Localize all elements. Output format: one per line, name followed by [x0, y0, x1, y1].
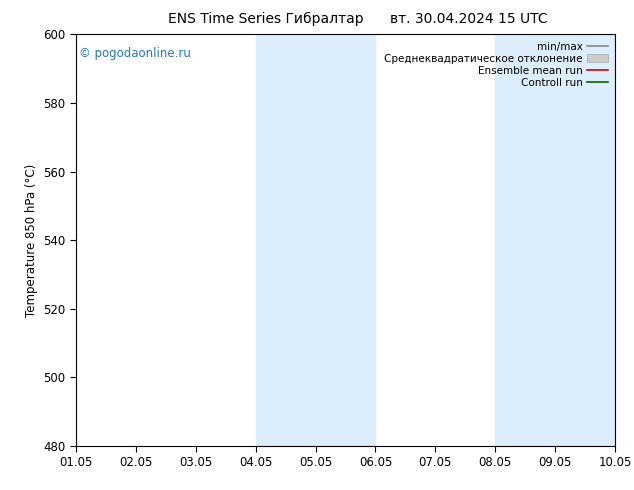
Text: © pogodaonline.ru: © pogodaonline.ru — [79, 47, 191, 60]
Text: ENS Time Series Гибралтар: ENS Time Series Гибралтар — [169, 12, 364, 26]
Bar — [256, 34, 375, 446]
Bar — [495, 34, 615, 446]
Legend: min/max, Среднеквадратическое отклонение, Ensemble mean run, Controll run: min/max, Среднеквадратическое отклонение… — [382, 40, 610, 90]
Text: вт. 30.04.2024 15 UTC: вт. 30.04.2024 15 UTC — [391, 12, 548, 26]
Y-axis label: Temperature 850 hPa (°С): Temperature 850 hPa (°С) — [25, 164, 38, 317]
